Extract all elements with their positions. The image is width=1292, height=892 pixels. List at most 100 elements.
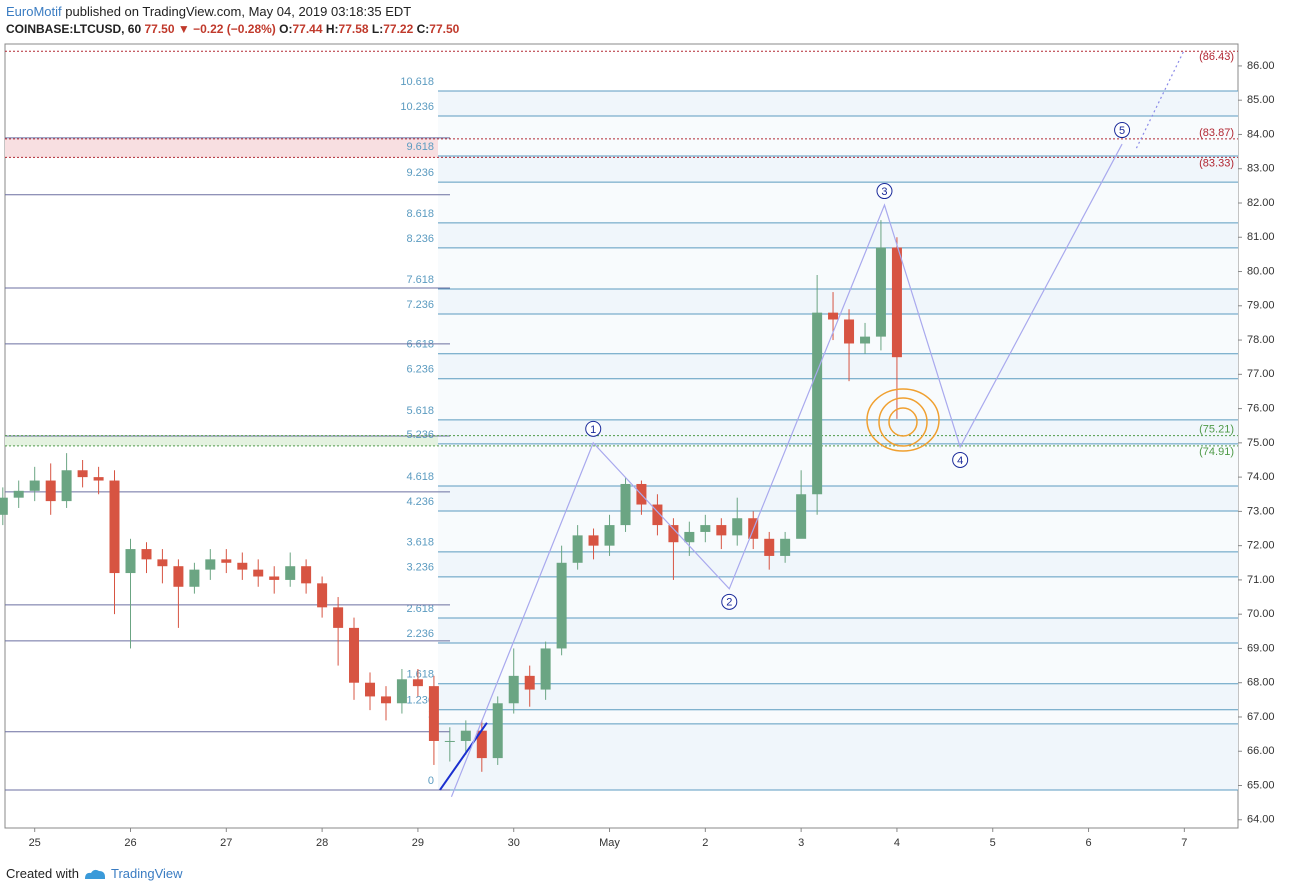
wave-label: 4 <box>957 455 963 467</box>
low-label: L: <box>371 22 384 36</box>
x-tick-label: 5 <box>990 837 996 849</box>
candle-body <box>524 675 535 690</box>
y-tick-label: 72.00 <box>1247 540 1275 552</box>
fib-band <box>438 511 1238 552</box>
candle-body <box>365 682 376 697</box>
change-arrow: ▼ <box>177 22 190 36</box>
candle-body <box>604 525 615 546</box>
y-tick-label: 69.00 <box>1247 642 1275 654</box>
y-tick-label: 76.00 <box>1247 402 1275 414</box>
candle-body <box>620 483 631 526</box>
change: −0.22 (−0.28%) <box>193 22 276 36</box>
x-tick-label: 4 <box>894 837 900 849</box>
candle-body <box>285 566 296 580</box>
candle-body <box>860 336 871 344</box>
wave-marker <box>585 420 602 437</box>
main-layer: 0 1 1.236 1.618 2.236 2.618 3.236 3.618 4.236 4.6… <box>0 50 1275 849</box>
fib-band <box>438 90 1238 116</box>
price-mark-label: (86.43) <box>1199 51 1234 63</box>
fib-label: 9.236 <box>406 167 434 179</box>
projection-line <box>1135 49 1185 149</box>
fib-band <box>438 723 1238 790</box>
high-label: H: <box>325 22 339 36</box>
y-tick-label: 74.00 <box>1247 471 1275 483</box>
candle-body <box>652 504 663 526</box>
candle-body <box>173 566 184 587</box>
fib-label: 6.618 <box>406 339 434 351</box>
y-tick-label: 70.00 <box>1247 608 1275 620</box>
candle-body <box>572 535 583 563</box>
y-tick-label: 68.00 <box>1247 677 1275 689</box>
candle-body <box>141 549 152 560</box>
candle-body <box>716 525 727 536</box>
candle-body <box>125 549 136 574</box>
legend-line: COINBASE:LTCUSD, 60 77.50 ▼ −0.22 (−0.28… <box>6 22 459 36</box>
candle-body <box>333 607 344 628</box>
candle-body <box>0 497 8 515</box>
brand[interactable]: TradingView <box>110 866 183 881</box>
candle-body <box>668 525 679 543</box>
candle-body <box>828 312 839 320</box>
last-price: 77.50 <box>144 22 175 36</box>
wave-marker <box>1114 122 1131 139</box>
target-ring <box>878 397 928 447</box>
y-tick-label: 83.00 <box>1247 163 1275 175</box>
fib-label: 4.236 <box>406 496 434 508</box>
y-tick-label: 64.00 <box>1247 814 1275 826</box>
fib-label: 10.618 <box>400 76 434 88</box>
y-tick-label: 67.00 <box>1247 711 1275 723</box>
candle-body <box>732 518 743 536</box>
fib-label: 10.236 <box>400 101 434 113</box>
target-ring <box>866 388 940 452</box>
fib-band <box>438 443 1238 487</box>
candle-body <box>189 569 200 587</box>
fib-label: 5.618 <box>406 405 434 417</box>
y-tick-label: 71.00 <box>1247 574 1275 586</box>
x-tick-label: 7 <box>1181 837 1187 849</box>
fib-band <box>438 222 1238 248</box>
close: 77.50 <box>429 22 460 36</box>
candle-body <box>492 703 503 759</box>
candle-body <box>109 480 120 574</box>
high: 77.58 <box>338 22 369 36</box>
fib-label: 7.236 <box>406 299 434 311</box>
y-tick-label: 73.00 <box>1247 505 1275 517</box>
candle-body <box>157 559 168 567</box>
x-tick-label: 26 <box>124 837 136 849</box>
x-tick-label: 29 <box>412 837 424 849</box>
fib-label: 5.236 <box>406 429 434 441</box>
x-tick-label: 28 <box>316 837 328 849</box>
zone <box>5 138 450 158</box>
candle-body <box>221 559 232 563</box>
fib-label: 2.236 <box>406 628 434 640</box>
wave-label: 1 <box>590 424 596 436</box>
fib-band <box>438 289 1238 315</box>
candle-body <box>13 490 24 498</box>
wave-label: 3 <box>881 186 887 198</box>
y-tick-label: 65.00 <box>1247 779 1275 791</box>
wave-label: 2 <box>726 597 732 609</box>
candle-body <box>349 627 360 683</box>
fib-label: 7.618 <box>406 274 434 286</box>
x-tick-label: May <box>599 837 620 849</box>
publish-line: EuroMotif published on TradingView.com, … <box>6 4 411 19</box>
candle-body <box>844 319 855 344</box>
target-ring <box>888 407 918 437</box>
y-tick-label: 86.00 <box>1247 60 1275 72</box>
candle-body <box>237 562 248 570</box>
wave-marker <box>952 451 969 468</box>
trend-line <box>439 722 488 791</box>
y-tick-label: 84.00 <box>1247 128 1275 140</box>
fib-label: 1.236 <box>406 695 434 707</box>
open: 77.44 <box>292 22 323 36</box>
x-tick-label: 27 <box>220 837 232 849</box>
candle-body <box>412 679 423 687</box>
candle-body <box>540 648 551 690</box>
candle-body <box>796 494 807 539</box>
y-tick-label: 79.00 <box>1247 300 1275 312</box>
author[interactable]: EuroMotif <box>6 4 62 19</box>
open-label: O: <box>279 22 293 36</box>
fib-label: 8.618 <box>406 208 434 220</box>
